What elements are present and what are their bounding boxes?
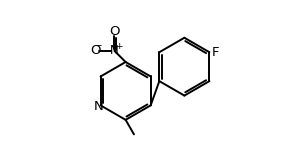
Text: N: N <box>110 44 119 57</box>
Text: O: O <box>109 26 120 38</box>
Text: +: + <box>115 42 123 51</box>
Text: N: N <box>94 100 104 113</box>
Text: F: F <box>212 46 220 59</box>
Text: −: − <box>94 41 102 51</box>
Text: O: O <box>90 44 100 57</box>
